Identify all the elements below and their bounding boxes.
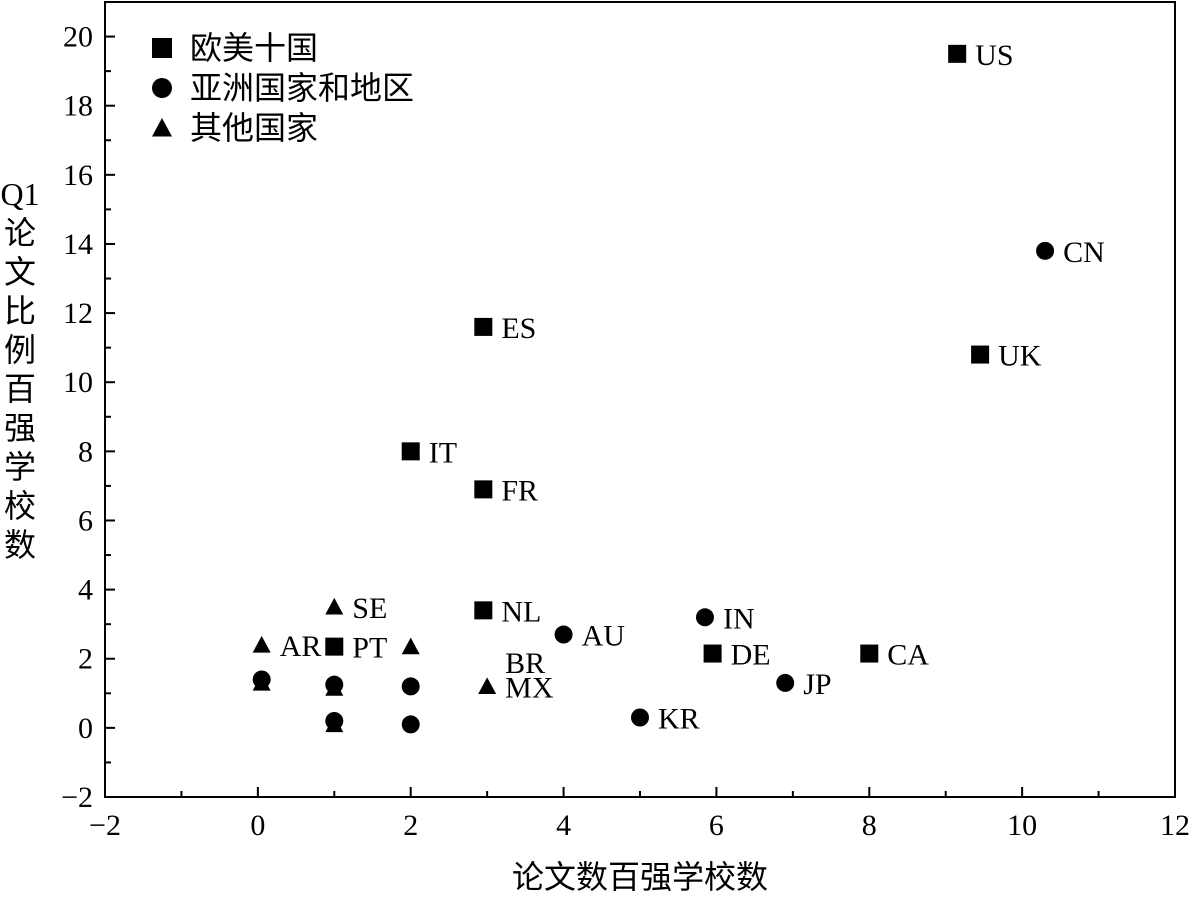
y-tick-label: 18 <box>63 90 93 123</box>
y-axis-title-char: 强 <box>4 410 36 446</box>
square-marker <box>971 345 990 364</box>
square-marker <box>860 644 879 663</box>
point-label: CN <box>1063 236 1105 269</box>
y-tick-label: 0 <box>78 712 93 745</box>
y-tick-label: 12 <box>63 297 93 330</box>
point-label: CA <box>887 639 929 672</box>
x-tick-label: 4 <box>556 809 571 842</box>
y-axis-title-char: 学 <box>4 449 36 485</box>
circle-marker <box>631 708 649 727</box>
y-axis-title-char: 数 <box>4 527 36 563</box>
legend-entry: 欧美十国 <box>152 30 318 66</box>
circle-marker <box>554 625 573 644</box>
square-marker <box>703 644 722 663</box>
circle-marker <box>401 677 420 696</box>
point-label: UK <box>998 340 1042 373</box>
square-marker <box>948 44 967 63</box>
y-axis-title-char: 论 <box>4 215 36 251</box>
y-axis-title-char: 百 <box>4 371 36 407</box>
y-tick-label: 6 <box>78 504 93 537</box>
point-label: US <box>975 39 1013 72</box>
legend-entry: 其他国家 <box>152 110 318 146</box>
square-marker <box>474 480 493 499</box>
point-label: IN <box>723 602 755 635</box>
y-axis-title-char: 文 <box>4 254 36 290</box>
x-tick-label: 0 <box>250 809 265 842</box>
y-tick-label: 4 <box>78 574 93 607</box>
legend-entry: 亚洲国家和地区 <box>152 70 414 106</box>
circle-marker <box>152 78 172 98</box>
y-tick-label: 16 <box>63 159 93 192</box>
x-tick-label: 12 <box>1160 809 1190 842</box>
x-tick-label: −2 <box>89 809 121 842</box>
y-tick-label: 8 <box>78 435 93 468</box>
point-label: MX <box>505 671 554 704</box>
data-marks-layer <box>252 44 1055 734</box>
x-tick-label: 6 <box>709 809 724 842</box>
circle-marker <box>776 673 795 692</box>
circle-marker <box>1036 241 1055 260</box>
legend-label: 亚洲国家和地区 <box>190 70 414 106</box>
triangle-marker <box>478 677 497 695</box>
point-label: SE <box>352 592 387 625</box>
point-label: AR <box>280 630 322 663</box>
triangle-marker <box>252 673 271 691</box>
point-label: IT <box>429 436 457 469</box>
triangle-marker <box>325 597 344 615</box>
point-label: JP <box>803 668 831 701</box>
square-marker <box>152 38 172 58</box>
x-tick-label: 8 <box>862 809 877 842</box>
x-tick-label: 2 <box>403 809 418 842</box>
circle-marker <box>401 715 420 734</box>
y-tick-label: −2 <box>61 781 93 814</box>
triangle-marker <box>252 635 271 653</box>
y-tick-label: 20 <box>63 21 93 54</box>
triangle-marker <box>152 118 172 137</box>
annotation-label: BR <box>505 647 545 680</box>
square-marker <box>474 317 493 336</box>
triangle-marker <box>401 637 420 655</box>
y-axis-title-char: 例 <box>4 332 36 368</box>
y-axis-title-char: 校 <box>4 488 36 524</box>
y-tick-label: 2 <box>78 643 93 676</box>
axes-layer: −2 0 2 4 6 8 10 12 −2 0 2 4 6 8 10 12 14 16 18 20 <box>61 21 1190 842</box>
y-axis-title: Q1 论文比例百强学校数 <box>0 176 39 563</box>
square-marker <box>325 637 344 656</box>
y-tick-label: 10 <box>63 366 93 399</box>
legend-label: 其他国家 <box>190 110 318 146</box>
circle-marker <box>695 608 714 627</box>
point-label: PT <box>352 632 387 665</box>
square-marker <box>474 601 493 620</box>
y-axis-title-char: Q1 <box>0 176 39 212</box>
x-axis-title: 论文数百强学校数 <box>512 859 768 895</box>
y-axis-title-char: 比 <box>4 293 36 329</box>
y-tick-label: 14 <box>63 228 93 261</box>
point-label: ES <box>501 312 536 345</box>
legend-label: 欧美十国 <box>190 30 318 66</box>
triangle-marker <box>325 679 344 696</box>
point-label: KR <box>658 703 700 736</box>
point-label: DE <box>731 639 771 672</box>
point-label: NL <box>501 595 541 628</box>
square-marker <box>401 442 420 461</box>
triangle-marker <box>325 715 344 733</box>
point-label: AU <box>582 620 626 653</box>
point-label: FR <box>501 474 538 507</box>
x-tick-label: 10 <box>1007 809 1037 842</box>
